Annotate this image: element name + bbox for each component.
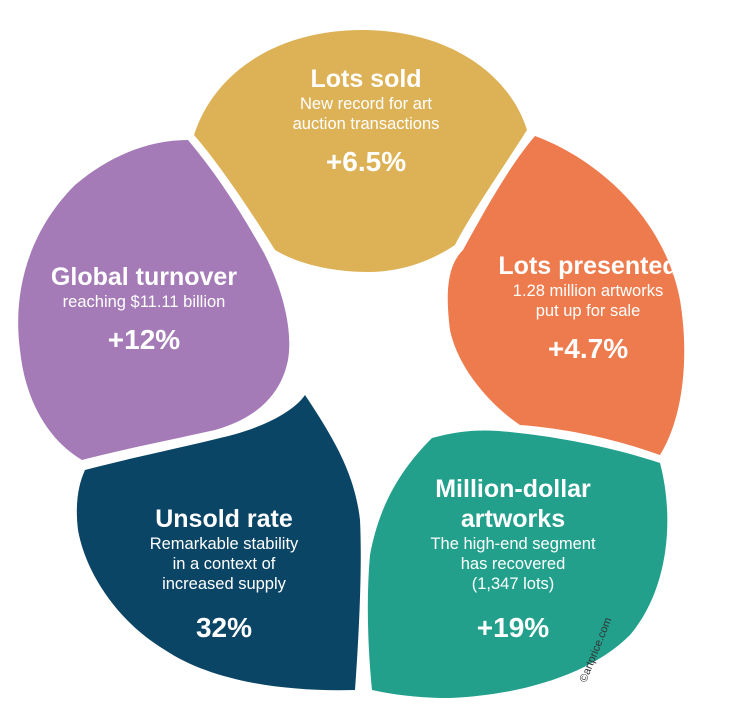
lots-sold-value: +6.5% (325, 146, 407, 177)
lots-sold-text: Lots sold New record for art auction tra… (293, 64, 440, 178)
global-turnover-value: +12% (107, 324, 181, 355)
million-dollar-desc-line1: The high-end segment (430, 535, 596, 553)
lots-sold-title: Lots sold (310, 65, 422, 93)
unsold-rate-text: Unsold rate Remarkable stability in a co… (150, 504, 299, 644)
global-turnover-title: Global turnover (50, 263, 238, 291)
petal-million-dollar (367, 430, 668, 698)
million-dollar-value: +19% (476, 612, 550, 643)
unsold-rate-title: Unsold rate (155, 505, 293, 533)
petal-lots-presented (447, 136, 685, 455)
petal-unsold-rate (76, 395, 361, 691)
lots-presented-text: Lots presented 1.28 million artworks put… (498, 251, 677, 365)
lots-presented-title: Lots presented (498, 252, 678, 280)
million-dollar-text: Million-dollar artworks The high-end seg… (430, 474, 595, 644)
unsold-rate-value: 32% (195, 612, 253, 643)
lots-sold-desc-line2: auction transactions (292, 115, 440, 133)
lots-presented-value: +4.7% (547, 333, 629, 364)
million-dollar-desc-line3: (1,347 lots) (471, 575, 555, 593)
unsold-rate-desc-line2: in a context of (172, 555, 276, 573)
lots-presented-desc-line2: put up for sale (535, 302, 641, 320)
petal-lots-sold (194, 30, 527, 272)
global-turnover-desc: reaching $11.11 billion (62, 293, 226, 311)
lots-presented-desc-line1: 1.28 million artworks (512, 282, 664, 300)
petal-global-turnover (18, 140, 290, 460)
million-dollar-title-line2: artworks (460, 505, 566, 533)
million-dollar-title-line1: Million-dollar (435, 475, 591, 503)
unsold-rate-desc-line1: Remarkable stability (149, 535, 299, 553)
million-dollar-desc-line2: has recovered (460, 555, 566, 573)
unsold-rate-desc-line3: increased supply (162, 575, 286, 593)
lots-sold-desc-line1: New record for art (299, 95, 433, 113)
global-turnover-text: Global turnover reaching $11.11 billion … (51, 262, 237, 356)
